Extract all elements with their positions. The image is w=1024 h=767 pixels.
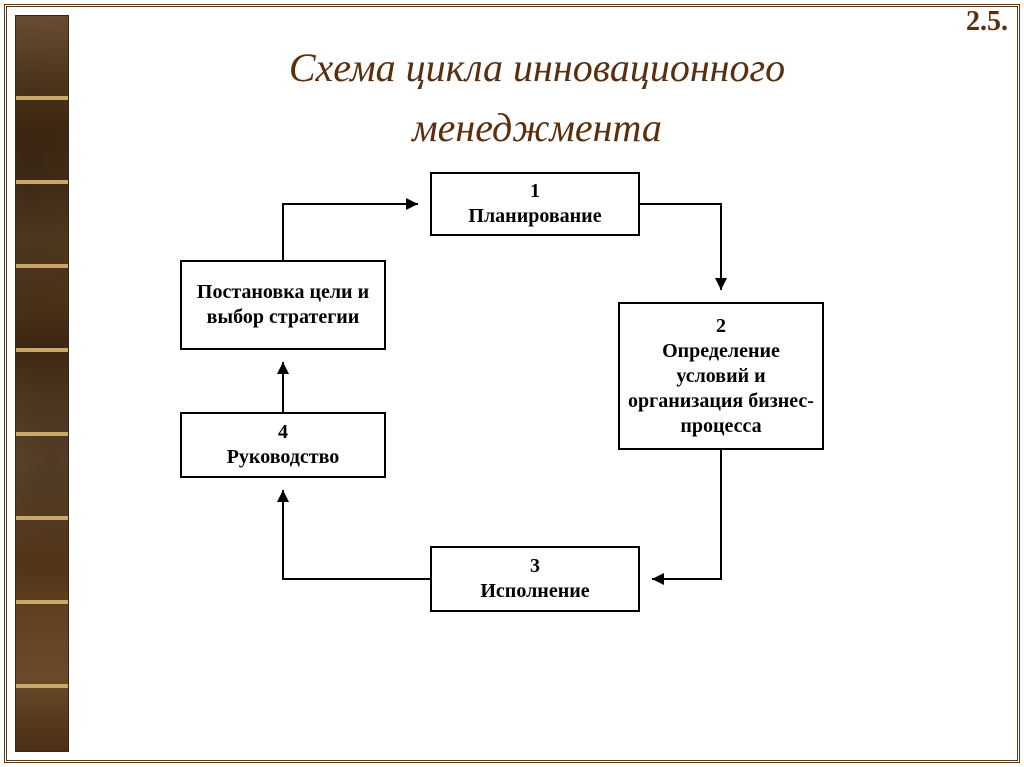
flowchart-arrows [0, 0, 1024, 767]
flowchart-node-n3: 3Исполнение [430, 546, 640, 612]
page-number: 2.5. [966, 6, 1008, 38]
flowchart-node-n2: 2Определение условий и организация бизне… [618, 302, 824, 450]
flowchart-node-n4: 4Руководство [180, 412, 386, 478]
flowchart-node-n1: 1Планирование [430, 172, 640, 236]
flowchart-diagram: 1Планирование 2Определение условий и орга… [0, 0, 1024, 767]
flowchart-node-n0: Постановка цели и выбор стратегии [180, 260, 386, 350]
